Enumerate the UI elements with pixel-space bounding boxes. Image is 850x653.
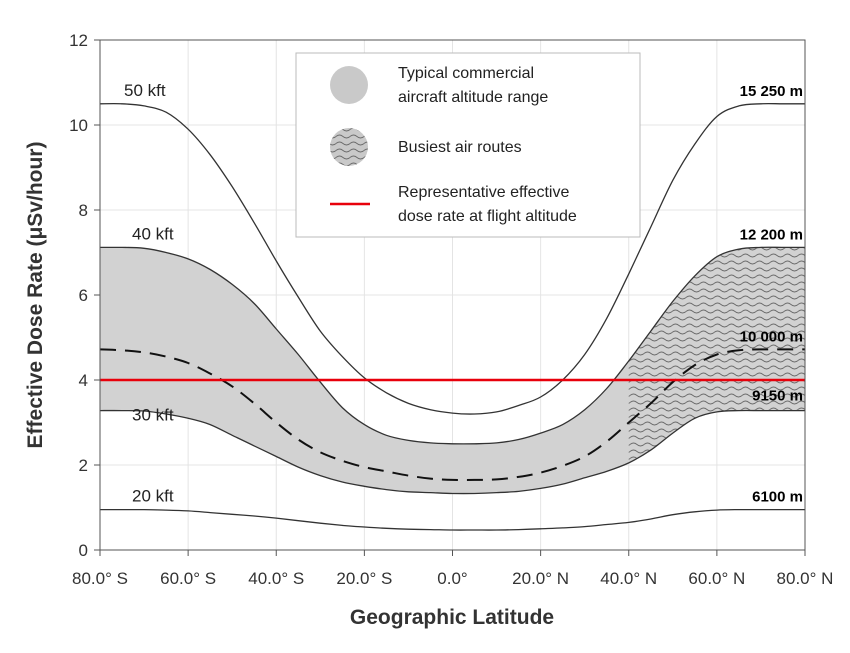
altitude-curve xyxy=(99,508,806,531)
curve-labels: 50 kft 15 250 m 40 kft 12 200 m 30 kft 9150 m… xyxy=(124,81,803,506)
x-tick-label: 20.0° S xyxy=(336,569,392,588)
curve-label-meters: 9150 m xyxy=(752,388,803,405)
x-tick-label: 80.0° N xyxy=(777,569,834,588)
altitude-curve xyxy=(99,409,805,495)
x-axis-title: Geographic Latitude xyxy=(350,606,554,629)
y-tick-label: 12 xyxy=(69,31,88,50)
x-tick-label: 60.0° S xyxy=(160,569,216,588)
altitude-curves xyxy=(99,102,806,531)
legend-item-1-line-1: Typical commercial xyxy=(398,65,534,82)
altitude-curve xyxy=(99,102,805,415)
y-tick-label: 10 xyxy=(69,116,88,135)
y-tick-label: 8 xyxy=(79,201,88,220)
curve-label-kft: 30 kft xyxy=(132,406,174,425)
x-tick-label: 80.0° S xyxy=(72,569,128,588)
curve-label-kft: 40 kft xyxy=(132,224,174,243)
curve-label-meters: 12 200 m xyxy=(740,226,803,243)
curve-label-kft: 50 kft xyxy=(124,81,166,100)
altitude-curve xyxy=(99,246,805,445)
y-tick-label: 0 xyxy=(79,541,88,560)
axes: 80.0° S 60.0° S 40.0° S 20.0° S 0.0° 20.0° N 4… xyxy=(69,31,833,588)
legend-item-3-line-2: dose rate at flight altitude xyxy=(398,208,577,225)
x-tick-label: 20.0° N xyxy=(512,569,569,588)
legend-item-3-line-1: Representative effective xyxy=(398,184,569,201)
y-tick-label: 6 xyxy=(79,286,88,305)
curve-label-kft: 20 kft xyxy=(132,487,174,506)
curve-label-meters: 10 000 m xyxy=(740,328,803,345)
y-axis-title: Effective Dose Rate (μSv/hour) xyxy=(24,142,47,449)
x-tick-label: 0.0° xyxy=(437,569,467,588)
y-tick-label: 2 xyxy=(79,456,88,475)
x-tick-label: 40.0° N xyxy=(600,569,657,588)
x-tick-label: 40.0° S xyxy=(248,569,304,588)
legend: Typical commercial aircraft altitude ran… xyxy=(295,52,641,238)
curve-label-meters: 6100 m xyxy=(752,489,803,506)
legend-item-1-line-2: aircraft altitude range xyxy=(398,89,548,106)
legend-wavy-pattern-icon xyxy=(330,128,368,166)
legend-solid-circle-icon xyxy=(330,66,368,104)
dashed-dose-curve xyxy=(99,348,805,481)
x-tick-label: 60.0° N xyxy=(688,569,745,588)
y-tick-label: 4 xyxy=(79,371,88,390)
legend-item-2-line-1: Busiest air routes xyxy=(398,139,522,156)
curve-label-meters: 15 250 m xyxy=(740,83,803,100)
